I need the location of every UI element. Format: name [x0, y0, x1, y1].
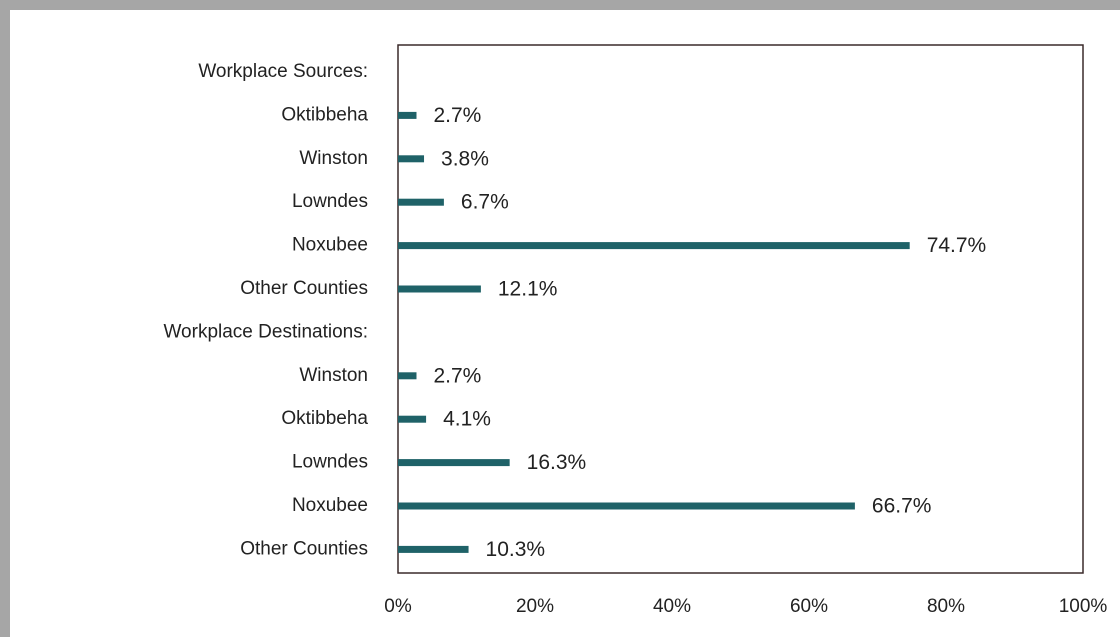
bar [398, 502, 855, 510]
value-label: 6.7% [461, 191, 509, 214]
x-tick-label: 0% [384, 596, 412, 617]
bar [398, 545, 469, 553]
x-tick-label: 40% [653, 596, 691, 617]
y-tick-label: Workplace Destinations: [163, 321, 368, 342]
bar [398, 372, 417, 380]
value-label: 4.1% [443, 408, 491, 431]
y-tick-label: Winston [299, 148, 368, 169]
y-tick-label: Other Counties [240, 278, 368, 299]
y-tick-label: Lowndes [292, 191, 368, 212]
bar [398, 155, 425, 163]
y-tick-label: Winston [299, 365, 368, 386]
value-label: 66.7% [872, 495, 932, 518]
value-label: 10.3% [486, 538, 546, 561]
bar [398, 459, 510, 467]
bar [398, 415, 427, 423]
value-label: 16.3% [527, 451, 587, 474]
value-label: 3.8% [441, 147, 489, 170]
x-tick-label: 20% [516, 596, 554, 617]
y-tick-label: Oktibbeha [281, 408, 368, 429]
value-label: 2.7% [433, 364, 481, 387]
bar [398, 111, 417, 119]
y-tick-label: Other Counties [240, 538, 368, 559]
x-tick-label: 80% [927, 596, 965, 617]
y-tick-label: Lowndes [292, 452, 368, 473]
bar [398, 285, 481, 293]
y-tick-label: Noxubee [292, 495, 368, 516]
x-tick-label: 100% [1059, 596, 1108, 617]
y-tick-label: Noxubee [292, 235, 368, 256]
bar [398, 198, 444, 206]
y-tick-label: Workplace Sources: [198, 61, 368, 82]
value-label: 74.7% [927, 234, 987, 257]
y-tick-label: Oktibbeha [281, 104, 368, 125]
value-label: 2.7% [433, 104, 481, 127]
x-tick-label: 60% [790, 596, 828, 617]
plot-area [397, 44, 1084, 574]
value-label: 12.1% [498, 278, 558, 301]
bar [398, 242, 910, 250]
